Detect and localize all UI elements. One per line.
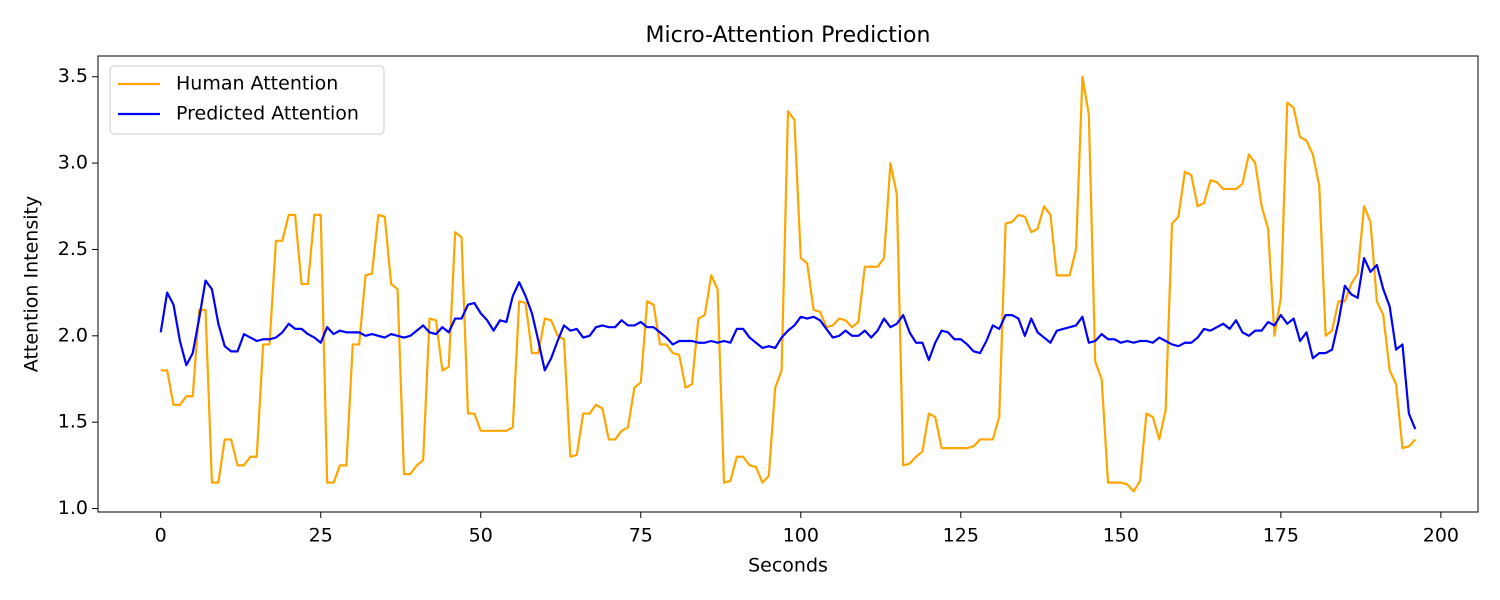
x-tick-label: 100 [783, 525, 819, 547]
y-tick-label: 2.5 [58, 238, 88, 260]
x-tick-label: 50 [469, 525, 493, 547]
y-tick-label: 3.0 [58, 152, 88, 174]
plot-frame [97, 55, 1479, 513]
y-tick-label: 1.5 [58, 411, 88, 433]
x-tick-label: 175 [1263, 525, 1299, 547]
legend-label: Human Attention [176, 73, 338, 95]
legend-box [109, 65, 385, 135]
x-tick-label: 0 [155, 525, 167, 547]
y-tick-label: 1.0 [58, 497, 88, 519]
y-axis-label: Attention Intensity [21, 196, 43, 372]
x-tick-label: 75 [629, 525, 653, 547]
x-axis-label: Seconds [748, 555, 828, 577]
data-line [159, 256, 1417, 430]
x-tick-label: 200 [1423, 525, 1459, 547]
x-tick-label: 125 [943, 525, 979, 547]
y-tick-label: 2.0 [58, 324, 88, 346]
data-line [160, 75, 1417, 493]
x-tick-label: 25 [309, 525, 333, 547]
legend-label: Predicted Attention [176, 103, 359, 125]
x-tick-label: 150 [1103, 525, 1139, 547]
y-tick-label: 3.5 [58, 65, 88, 87]
chart-title: Micro-Attention Prediction [646, 23, 931, 48]
